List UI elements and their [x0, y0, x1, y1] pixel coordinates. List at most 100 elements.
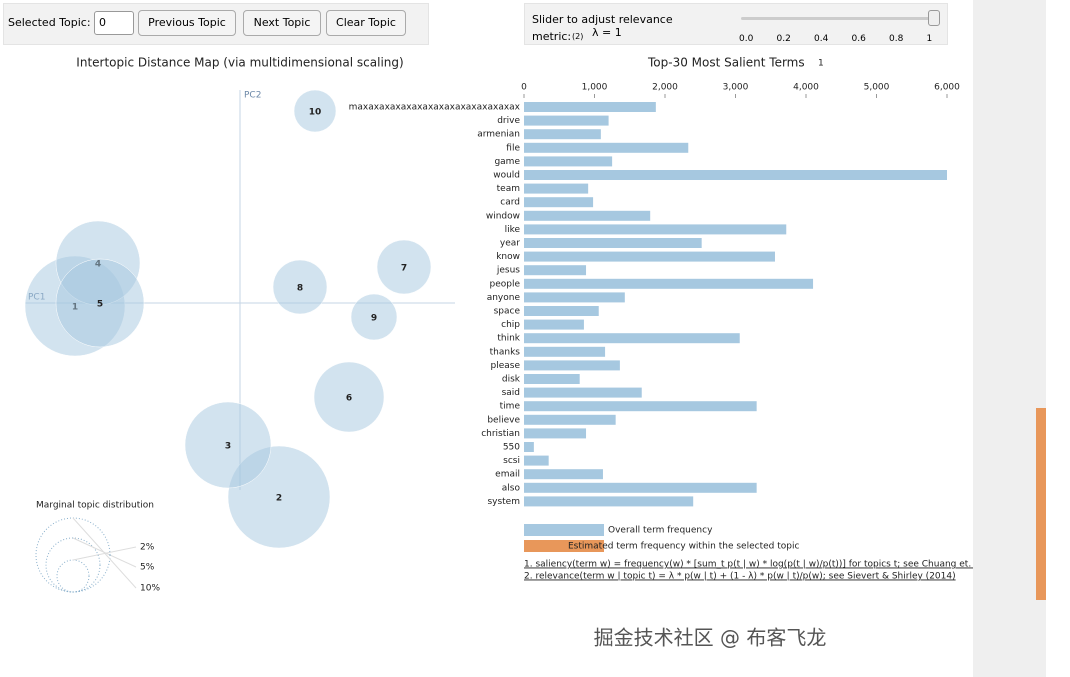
bar — [524, 333, 740, 344]
term-label: space — [494, 307, 521, 317]
marginal-guide — [72, 537, 137, 568]
slider-label: Slider to adjust relevance — [532, 13, 673, 26]
footnote: 1. saliency(term w) = frequency(w) * [su… — [524, 560, 1015, 570]
term-label: please — [491, 361, 521, 371]
bar — [524, 482, 757, 493]
marginal-circle — [56, 559, 90, 593]
term-label: people — [489, 279, 520, 289]
scrollbar-thumb[interactable] — [1036, 408, 1046, 600]
bar — [524, 306, 599, 316]
topic-label: 10 — [309, 108, 322, 118]
bar — [524, 115, 609, 126]
slider-tick-label: 0.8 — [889, 34, 904, 44]
term-label: time — [500, 402, 521, 412]
footnote: 2. relevance(term w | topic t) = λ * p(w… — [524, 572, 956, 582]
term-label: year — [500, 239, 520, 249]
x-tick-label: 2,000 — [652, 83, 678, 93]
bar — [524, 142, 689, 153]
bar — [524, 496, 694, 507]
term-label: think — [497, 334, 520, 344]
topic-label: 2 — [276, 494, 282, 504]
topic-circle — [184, 401, 272, 489]
x-tick-label: 4,000 — [793, 83, 819, 93]
legend-label: Overall term frequency — [608, 526, 713, 536]
bar — [524, 428, 587, 439]
bar — [524, 401, 757, 412]
bar-chart-title-note: 1 — [818, 59, 824, 69]
slider-note: (2) — [572, 32, 584, 41]
next-topic-button[interactable]: Next Topic — [243, 10, 321, 36]
topic-label: 1 — [72, 303, 78, 313]
topic-label: 3 — [225, 442, 231, 452]
term-label: thanks — [490, 347, 521, 357]
slider-tick-label: 1 — [926, 34, 933, 44]
topic-label: 5 — [97, 300, 103, 310]
term-label: christian — [481, 429, 520, 439]
bar — [524, 469, 603, 480]
topic-circle — [293, 89, 337, 133]
scrollbar — [973, 0, 1046, 677]
topic-circle — [24, 255, 126, 357]
topic-circle — [376, 239, 432, 295]
bar — [524, 292, 625, 303]
bar — [524, 455, 549, 466]
term-label: would — [493, 171, 520, 181]
marginal-circle — [45, 537, 101, 593]
marginal-title: Marginal topic distribution — [36, 501, 154, 511]
bar — [524, 102, 656, 112]
bar — [524, 374, 580, 384]
bar — [524, 442, 534, 452]
term-label: disk — [502, 375, 521, 385]
term-label: 550 — [503, 443, 520, 453]
bar — [524, 414, 616, 425]
topic-controls: Selected Topic: 0 Previous Topic Next To… — [3, 3, 429, 45]
topic-input[interactable]: 0 — [94, 11, 134, 35]
marginal-guide — [72, 546, 137, 561]
term-label: know — [496, 252, 520, 262]
slider-handle[interactable] — [928, 10, 940, 26]
bar — [524, 251, 775, 262]
slider-tick-label: 0.6 — [851, 34, 866, 44]
topic-circle — [227, 445, 331, 549]
term-label: armenian — [477, 130, 520, 140]
topic-circle — [272, 259, 328, 315]
term-label: maxaxaxaxaxaxaxaxaxaxaxaxaxaxax — [349, 103, 521, 113]
topic-label: 8 — [297, 284, 303, 294]
x-tick-label: 0 — [521, 83, 527, 93]
marginal-circle — [35, 517, 111, 593]
topic-circle — [55, 258, 145, 348]
bar — [524, 170, 947, 180]
lambda-value: λ = 1 — [592, 26, 622, 39]
marginal-guide — [72, 517, 137, 589]
bar — [524, 360, 620, 371]
bar — [524, 238, 702, 248]
term-label: said — [502, 388, 520, 398]
clear-topic-button[interactable]: Clear Topic — [326, 10, 406, 36]
term-label: believe — [487, 415, 520, 425]
bar-chart: 0 1,000 2,000 3,000 4,000 5,000 6,000 maxaxaxax… — [349, 83, 1015, 582]
selected-topic-label: Selected Topic: — [8, 16, 91, 29]
topic-circle — [55, 220, 141, 306]
slider-metric: metric: — [532, 30, 572, 43]
pc2-label: PC2 — [244, 91, 261, 101]
bar — [524, 265, 587, 276]
legend-label: Estimated term frequency within the sele… — [568, 542, 799, 552]
marginal-label: 5% — [140, 563, 155, 573]
pc1-label: PC1 — [28, 293, 45, 303]
bar — [524, 278, 814, 289]
topic-circle — [350, 293, 398, 341]
x-tick-label: 3,000 — [723, 83, 749, 93]
topic-circle — [313, 361, 385, 433]
map-title: Intertopic Distance Map (via multidimens… — [76, 56, 403, 70]
bar — [524, 319, 584, 330]
x-tick-label: 1,000 — [582, 83, 608, 93]
topic-label: 7 — [401, 264, 407, 274]
slider-tick-label: 0.0 — [739, 34, 754, 44]
previous-topic-button[interactable]: Previous Topic — [138, 10, 236, 36]
legend-swatch — [524, 524, 604, 536]
term-label: card — [500, 198, 520, 208]
bar — [524, 387, 642, 398]
term-label: jesus — [496, 266, 520, 276]
bar — [524, 210, 651, 221]
